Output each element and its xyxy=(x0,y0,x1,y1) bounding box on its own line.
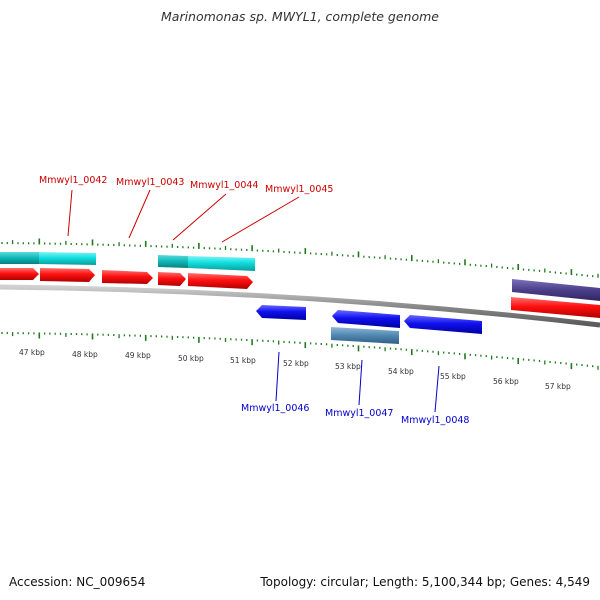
gene-label-mmwyl1-0048[interactable]: Mmwyl1_0048 xyxy=(401,415,469,426)
cds-forward-arrow[interactable] xyxy=(511,297,600,318)
kbp-label: 51 kbp xyxy=(230,356,256,365)
gene-label-mmwyl1-0045[interactable]: Mmwyl1_0045 xyxy=(265,184,333,195)
gene-label-mmwyl1-0044[interactable]: Mmwyl1_0044 xyxy=(190,180,258,191)
map-title: Marinomonas sp. MWYL1, complete genome xyxy=(161,9,439,24)
feature-cyan-2[interactable] xyxy=(39,252,96,265)
kbp-label: 54 kbp xyxy=(388,367,414,376)
feature-cyan-1[interactable] xyxy=(0,252,39,264)
cds-forward-arrow[interactable] xyxy=(158,272,186,286)
feature-cyan-3[interactable] xyxy=(158,255,188,268)
reverse-cds-track xyxy=(256,305,482,334)
kbp-scale-labels: 47 kbp 48 kbp 49 kbp 50 kbp 51 kbp 52 kb… xyxy=(19,348,571,391)
feature-cyan-4[interactable] xyxy=(188,256,255,271)
feature-purple-1[interactable] xyxy=(512,279,600,301)
cds-reverse-arrow[interactable] xyxy=(256,305,306,320)
genome-backbone xyxy=(0,284,600,328)
forward-feature-track-outer xyxy=(0,252,600,301)
kbp-label: 50 kbp xyxy=(178,354,204,363)
cds-forward-arrow[interactable] xyxy=(40,268,95,282)
forward-cds-track xyxy=(0,268,600,318)
lower-tick-row xyxy=(1,332,599,370)
cds-reverse-arrow[interactable] xyxy=(404,315,482,334)
upper-tick-row xyxy=(1,238,599,278)
feature-steel-1[interactable] xyxy=(331,327,399,344)
kbp-label: 49 kbp xyxy=(125,351,151,360)
genome-summary-text: Topology: circular; Length: 5,100,344 bp… xyxy=(260,575,590,589)
gene-label-mmwyl1-0043[interactable]: Mmwyl1_0043 xyxy=(116,177,184,188)
gene-label-mmwyl1-0047[interactable]: Mmwyl1_0047 xyxy=(325,408,393,419)
kbp-label: 48 kbp xyxy=(72,350,98,359)
kbp-label: 53 kbp xyxy=(335,362,361,371)
cds-reverse-arrow[interactable] xyxy=(332,310,400,328)
kbp-label: 47 kbp xyxy=(19,348,45,357)
cds-forward-arrow[interactable] xyxy=(102,270,153,284)
cds-forward-arrow[interactable] xyxy=(0,268,39,280)
gene-label-mmwyl1-0042[interactable]: Mmwyl1_0042 xyxy=(39,175,107,186)
gene-label-mmwyl1-0046[interactable]: Mmwyl1_0046 xyxy=(241,403,309,414)
reverse-label-leaders xyxy=(275,351,440,413)
kbp-label: 56 kbp xyxy=(493,377,519,386)
cds-forward-arrow[interactable] xyxy=(188,273,253,289)
accession-text: Accession: NC_009654 xyxy=(9,575,146,589)
kbp-label: 57 kbp xyxy=(545,382,571,391)
kbp-label: 55 kbp xyxy=(440,372,466,381)
forward-label-leaders xyxy=(67,189,300,243)
kbp-label: 52 kbp xyxy=(283,359,309,368)
